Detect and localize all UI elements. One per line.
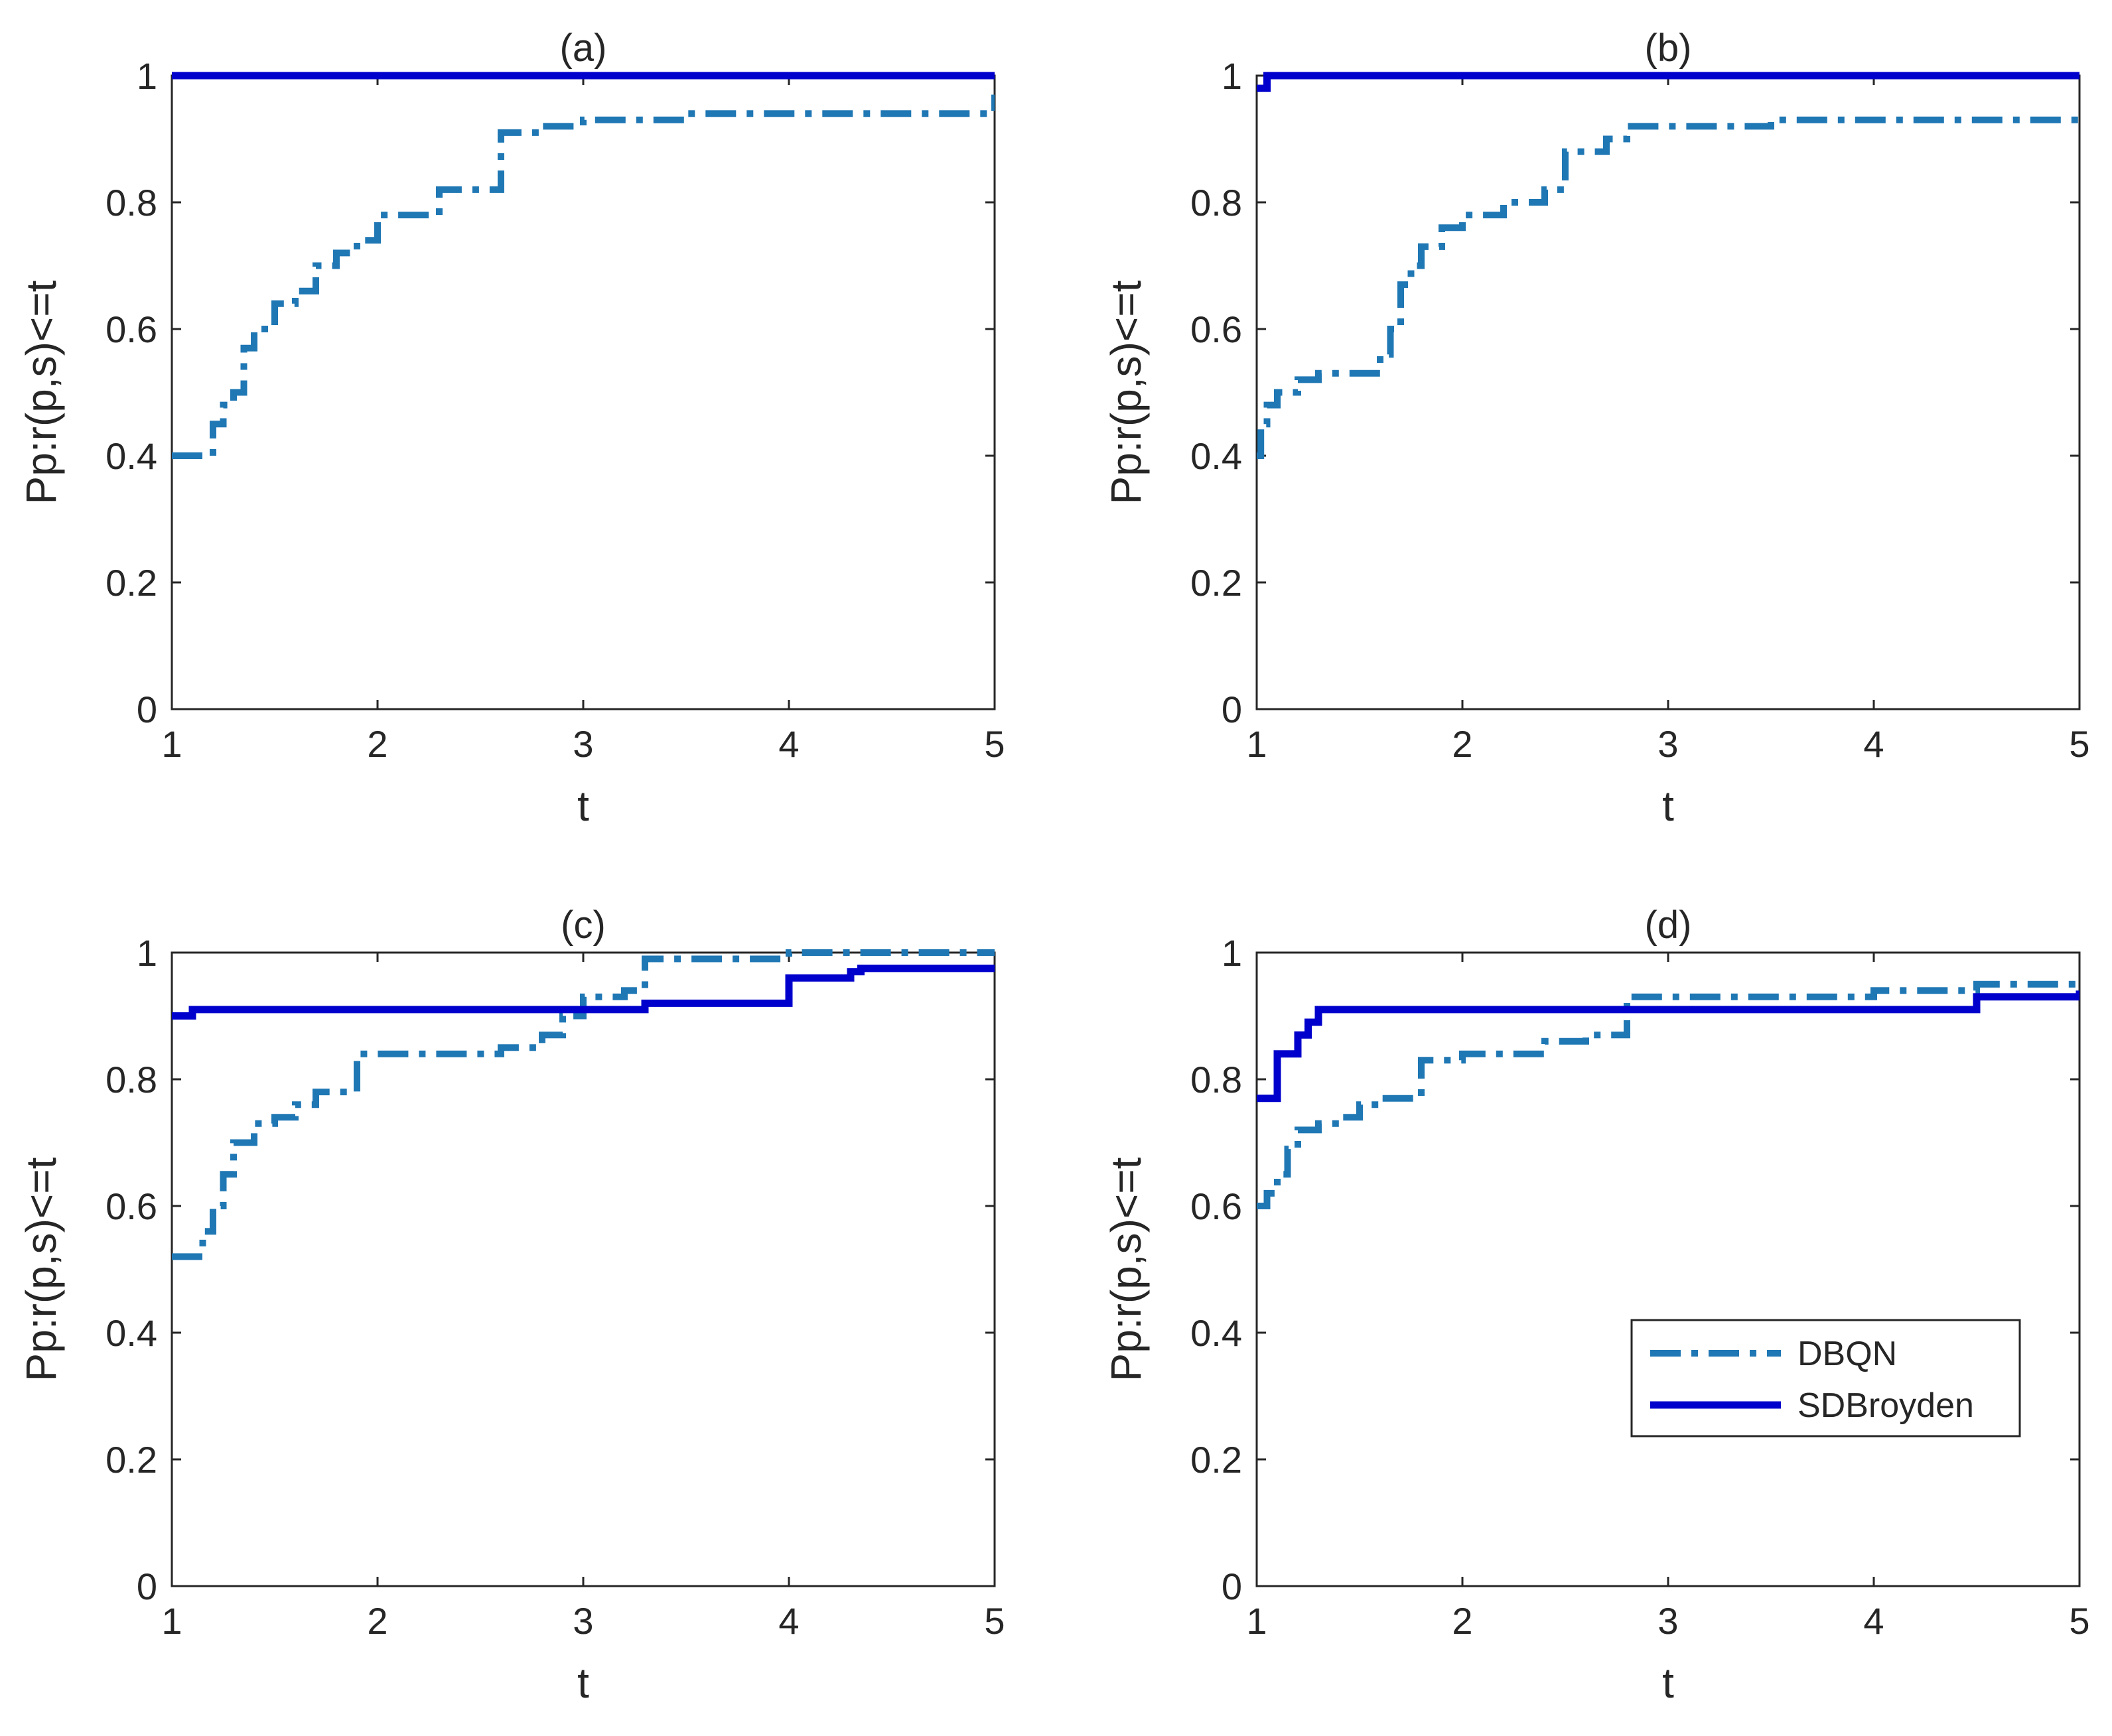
- y-tick-label: 0.2: [1190, 562, 1242, 604]
- x-tick-label: 1: [1246, 1600, 1267, 1642]
- x-tick-label: 5: [2069, 1600, 2089, 1642]
- series-sdbroyden-line: [1257, 990, 2079, 1102]
- x-tick-label: 5: [984, 1600, 1005, 1642]
- panel-c: 1 2 3 4 5 0 0.2 0.4 0.6 0.8 1 (c) t Pp:r(p,s)<=t: [17, 903, 1005, 1707]
- x-tick-label: 1: [1246, 723, 1267, 765]
- axes-frame: [171, 74, 996, 710]
- y-tick-label: 0.8: [106, 1059, 157, 1101]
- legend: DBQN SDBroyden: [1630, 1319, 2021, 1437]
- x-axis-label: t: [1662, 782, 1674, 830]
- x-tick-label: 5: [2069, 723, 2089, 765]
- panel-title: (b): [1645, 27, 1692, 70]
- y-axis-label: Pp:r(p,s)<=t: [1102, 280, 1150, 504]
- y-tick-label: 0: [1222, 689, 1242, 730]
- y-axis-label: Pp:r(p,s)<=t: [1102, 1157, 1150, 1381]
- x-tick-label: 2: [1452, 1600, 1472, 1642]
- y-tick-label: 0.2: [1190, 1439, 1242, 1481]
- legend-label-dbqn: DBQN: [1797, 1335, 1897, 1373]
- axes-frame: [171, 951, 996, 1587]
- panel-a: 1 2 3 4 5 0 0.2 0.4 0.6 0.8 1 (a) t Pp:r(p,s)<=t: [17, 27, 1005, 830]
- legend-label-sdbroyden: SDBroyden: [1797, 1386, 1974, 1425]
- series-dbqn-line: [172, 94, 995, 459]
- x-tick-label: 1: [161, 1600, 182, 1642]
- y-tick-label: 0.4: [106, 1312, 157, 1354]
- y-tick-label: 0.8: [1190, 1059, 1242, 1101]
- y-tick-label: 0: [137, 1566, 157, 1607]
- x-tick-label: 3: [573, 1600, 593, 1642]
- x-tick-label: 5: [984, 723, 1005, 765]
- y-tick-label: 0: [1222, 1566, 1242, 1607]
- series-sdbroyden-line: [1257, 72, 2079, 92]
- series-sdbroyden-line: [172, 965, 995, 1020]
- series-dbqn-line: [1257, 116, 2079, 459]
- panel-title: (a): [560, 27, 607, 70]
- y-tick-label: 0.4: [1190, 1312, 1242, 1354]
- x-tick-label: 4: [778, 1600, 799, 1642]
- y-tick-label: 1: [1222, 55, 1242, 97]
- axes-frame: [1255, 951, 2081, 1587]
- y-tick-label: 0.2: [106, 562, 157, 604]
- panel-title: (c): [561, 903, 606, 947]
- y-tick-label: 0.4: [106, 435, 157, 477]
- y-tick-label: 1: [137, 932, 157, 974]
- x-axis-label: t: [1662, 1659, 1674, 1707]
- panel-title: (d): [1645, 903, 1692, 947]
- series-dbqn-line: [1257, 978, 2079, 1209]
- panel-d: 1 2 3 4 5 0 0.2 0.4 0.6 0.8 1 (d) t Pp:r(p,s)<=t: [1102, 903, 2090, 1707]
- y-tick-label: 1: [1222, 932, 1242, 974]
- y-tick-label: 0.8: [1190, 182, 1242, 224]
- x-axis-label: t: [577, 782, 589, 830]
- y-tick-label: 0.4: [1190, 435, 1242, 477]
- x-tick-label: 2: [367, 1600, 387, 1642]
- y-axis-label: Pp:r(p,s)<=t: [17, 1157, 65, 1381]
- y-tick-label: 0.6: [106, 308, 157, 350]
- x-tick-label: 2: [367, 723, 387, 765]
- y-tick-label: 0: [137, 689, 157, 730]
- x-axis-label: t: [577, 1659, 589, 1707]
- x-tick-label: 3: [573, 723, 593, 765]
- y-tick-label: 0.6: [1190, 1185, 1242, 1227]
- legend-box: [1630, 1319, 2021, 1437]
- y-tick-label: 1: [137, 55, 157, 97]
- y-axis-label: Pp:r(p,s)<=t: [17, 280, 65, 504]
- series-dbqn-line: [172, 949, 995, 1260]
- y-tick-label: 0.6: [106, 1185, 157, 1227]
- y-tick-label: 0.2: [106, 1439, 157, 1481]
- x-tick-label: 4: [1863, 723, 1884, 765]
- x-tick-label: 4: [778, 723, 799, 765]
- panel-b: 1 2 3 4 5 0 0.2 0.4 0.6 0.8 1 (b) t Pp:r(p,s)<=t: [1102, 27, 2090, 830]
- x-tick-label: 2: [1452, 723, 1472, 765]
- x-tick-label: 1: [161, 723, 182, 765]
- x-tick-label: 3: [1657, 1600, 1678, 1642]
- axes-frame: [1255, 74, 2081, 710]
- y-tick-label: 0.8: [106, 182, 157, 224]
- x-tick-label: 4: [1863, 1600, 1884, 1642]
- x-tick-label: 3: [1657, 723, 1678, 765]
- y-tick-label: 0.6: [1190, 308, 1242, 350]
